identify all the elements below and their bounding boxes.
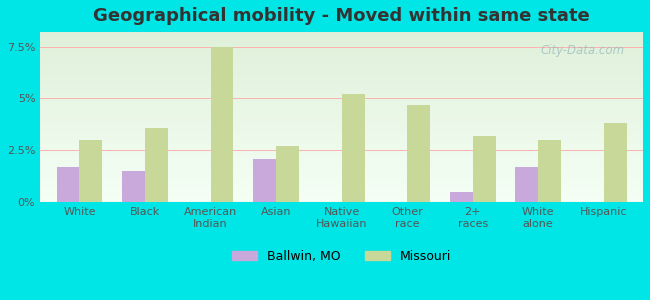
- Bar: [407, 105, 430, 202]
- Bar: [211, 46, 233, 202]
- Legend: Ballwin, MO, Missouri: Ballwin, MO, Missouri: [227, 244, 456, 268]
- Bar: [276, 146, 299, 202]
- Bar: [342, 94, 365, 202]
- Bar: [253, 159, 276, 202]
- Title: Geographical mobility - Moved within same state: Geographical mobility - Moved within sam…: [93, 7, 590, 25]
- Text: City-Data.com: City-Data.com: [541, 44, 625, 57]
- Bar: [122, 171, 145, 202]
- Bar: [515, 167, 538, 202]
- Bar: [473, 136, 495, 202]
- Bar: [79, 140, 103, 202]
- Bar: [450, 192, 473, 202]
- Bar: [145, 128, 168, 202]
- Bar: [57, 167, 79, 202]
- Bar: [538, 140, 561, 202]
- Bar: [604, 123, 627, 202]
